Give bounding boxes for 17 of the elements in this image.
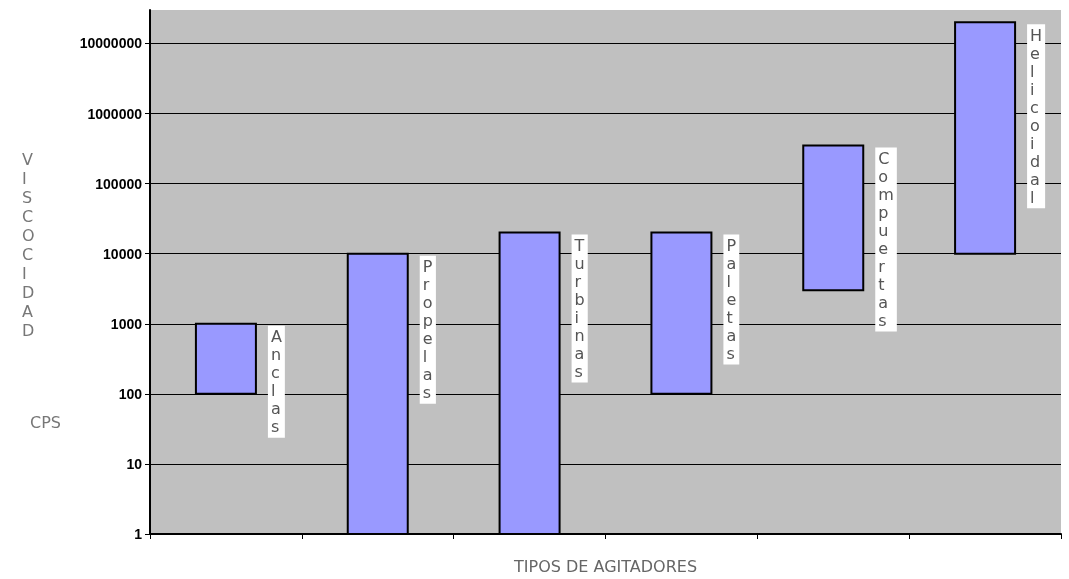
x-tick-label: Paletas bbox=[726, 236, 737, 364]
x-tick-label: Anclas bbox=[270, 327, 282, 437]
y-tick-label: 10 bbox=[126, 455, 143, 472]
text: CPS bbox=[30, 412, 61, 432]
x-tick-label: Propelas bbox=[422, 257, 433, 403]
y-tick-label: 1 bbox=[134, 526, 143, 542]
y-tick-label: 1000000 bbox=[87, 105, 143, 122]
y-tick-label: 10000 bbox=[103, 245, 143, 262]
category-label: Compuertas bbox=[878, 148, 894, 330]
y-tick-label: 100000 bbox=[95, 175, 143, 192]
x-tick-label: Turbinas bbox=[573, 236, 585, 382]
y-tick-label: 10000000 bbox=[79, 35, 143, 52]
text: VISCOCIDAD bbox=[22, 150, 35, 340]
category-label: Helicoidal bbox=[1030, 25, 1043, 207]
y-tick-label: 1000 bbox=[110, 315, 143, 332]
x-axis-title: TIPOS DE AGITADORES bbox=[512, 556, 698, 576]
y-tick-label: 100 bbox=[118, 385, 143, 402]
